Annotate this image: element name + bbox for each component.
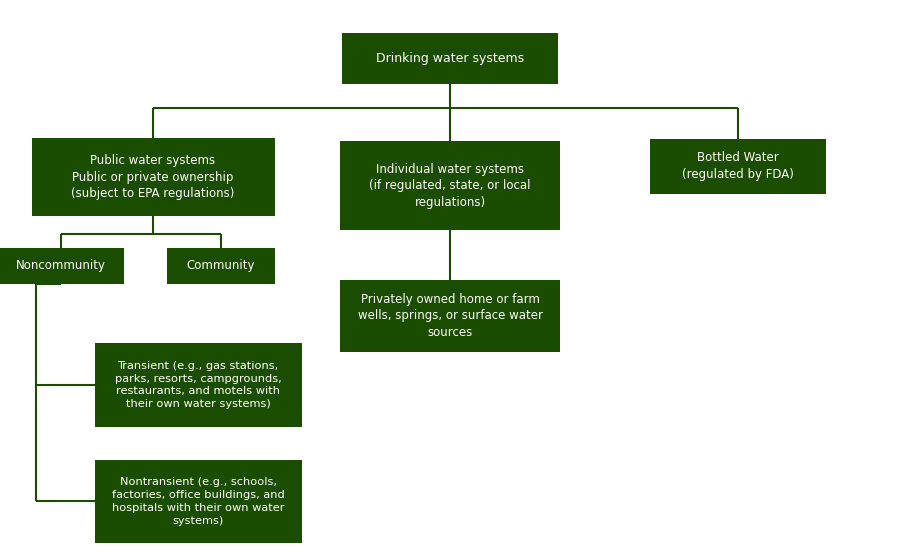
- FancyBboxPatch shape: [94, 460, 302, 543]
- Text: Public water systems
Public or private ownership
(subject to EPA regulations): Public water systems Public or private o…: [71, 154, 235, 201]
- Text: Drinking water systems: Drinking water systems: [376, 52, 524, 65]
- Text: Bottled Water
(regulated by FDA): Bottled Water (regulated by FDA): [682, 151, 794, 181]
- Text: Individual water systems
(if regulated, state, or local
regulations): Individual water systems (if regulated, …: [369, 162, 531, 209]
- Text: Nontransient (e.g., schools,
factories, office buildings, and
hospitals with the: Nontransient (e.g., schools, factories, …: [112, 477, 284, 526]
- Text: Privately owned home or farm
wells, springs, or surface water
sources: Privately owned home or farm wells, spri…: [357, 293, 543, 339]
- FancyBboxPatch shape: [0, 248, 124, 284]
- FancyBboxPatch shape: [32, 138, 275, 216]
- Text: Community: Community: [186, 259, 255, 273]
- FancyBboxPatch shape: [650, 138, 826, 194]
- Text: Noncommunity: Noncommunity: [16, 259, 106, 273]
- FancyBboxPatch shape: [340, 280, 560, 352]
- FancyBboxPatch shape: [94, 343, 302, 427]
- FancyBboxPatch shape: [340, 141, 560, 230]
- Text: Transient (e.g., gas stations,
parks, resorts, campgrounds,
restaurants, and mot: Transient (e.g., gas stations, parks, re…: [114, 361, 282, 409]
- FancyBboxPatch shape: [342, 33, 558, 84]
- FancyBboxPatch shape: [166, 248, 274, 284]
